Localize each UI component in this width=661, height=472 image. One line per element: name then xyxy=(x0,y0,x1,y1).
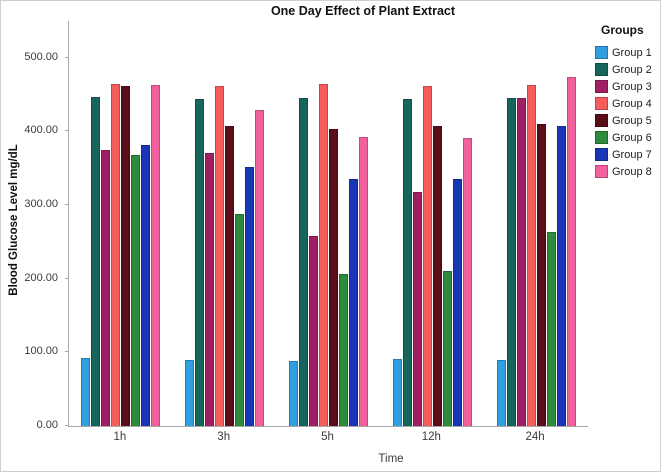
y-tick-mark xyxy=(65,130,68,132)
bar-group-4-1h xyxy=(111,83,121,426)
y-tick-label: 400.00 xyxy=(24,124,58,137)
bar-group-8-5h xyxy=(358,136,368,426)
bar-group-4-3h xyxy=(215,85,225,426)
x-tick-label-12h: 12h xyxy=(421,431,441,443)
legend-swatch xyxy=(595,114,608,127)
legend-item-group-2: Group 2 xyxy=(595,61,659,78)
bar-group-2-24h xyxy=(506,98,516,426)
bar-group-7-24h xyxy=(556,125,566,426)
bar-group-2-12h xyxy=(402,99,412,426)
bar-group-7-1h xyxy=(141,145,151,426)
bar-group-7-12h xyxy=(452,178,462,426)
category-group-12h xyxy=(380,21,484,426)
bar-group-5-3h xyxy=(225,126,235,426)
bar-group-1-5h xyxy=(288,361,298,426)
legend-label: Group 3 xyxy=(612,80,652,93)
legend: Groups Group 1 Group 2 Group 3 Group 4 Group… xyxy=(595,23,659,180)
bar-group-6-12h xyxy=(442,270,452,426)
y-tick-mark xyxy=(65,277,68,279)
legend-title: Groups xyxy=(601,23,644,37)
category-group-5h xyxy=(277,21,381,426)
bar-group-6-5h xyxy=(338,273,348,426)
bar-group-3-1h xyxy=(101,149,111,426)
legend-swatch xyxy=(595,46,608,59)
legend-label: Group 2 xyxy=(612,63,652,76)
legend-label: Group 6 xyxy=(612,131,652,144)
category-group-24h xyxy=(484,21,588,426)
y-tick-label: 0.00 xyxy=(36,419,58,431)
x-tick-label-3h: 3h xyxy=(217,431,231,443)
bar-group-1-12h xyxy=(392,359,402,426)
y-tick-mark xyxy=(65,351,68,353)
legend-item-group-4: Group 4 xyxy=(595,95,659,112)
bar-group-8-1h xyxy=(151,85,161,426)
bar-group-5-24h xyxy=(536,124,546,426)
bar-group-6-1h xyxy=(131,155,141,426)
legend-swatch xyxy=(595,80,608,93)
chart-title: One Day Effect of Plant Extract xyxy=(270,4,456,18)
y-tick-mark xyxy=(65,425,68,426)
bar-group-3-3h xyxy=(205,152,215,426)
plot-area xyxy=(68,21,588,427)
legend-item-group-3: Group 3 xyxy=(595,78,659,95)
legend-item-group-7: Group 7 xyxy=(595,146,659,163)
x-tick-label-5h: 5h xyxy=(321,431,334,443)
y-tick-label: 100.00 xyxy=(24,345,58,358)
legend-swatch xyxy=(595,148,608,161)
y-tick-mark xyxy=(65,204,68,206)
legend-item-group-5: Group 5 xyxy=(595,112,659,129)
bar-group-2-5h xyxy=(298,97,308,426)
bar-group-3-5h xyxy=(308,236,318,426)
bar-group-3-12h xyxy=(412,191,422,426)
bar-group-5-5h xyxy=(328,128,338,426)
bar-group-7-5h xyxy=(348,178,358,426)
bar-group-6-24h xyxy=(546,232,556,426)
legend-swatch xyxy=(595,97,608,110)
bar-group-4-12h xyxy=(422,85,432,426)
bar-group-8-3h xyxy=(255,110,265,426)
bar-group-4-24h xyxy=(526,85,536,426)
bar-group-3-24h xyxy=(516,97,526,426)
legend-label: Group 7 xyxy=(612,148,652,161)
bar-group-8-24h xyxy=(566,76,576,426)
bar-group-5-1h xyxy=(121,85,131,426)
y-tick-label: 300.00 xyxy=(24,198,58,211)
y-tick-label: 200.00 xyxy=(24,271,58,284)
legend-items: Group 1 Group 2 Group 3 Group 4 Group 5 Group… xyxy=(595,44,659,180)
legend-item-group-8: Group 8 xyxy=(595,163,659,180)
legend-item-group-6: Group 6 xyxy=(595,129,659,146)
legend-label: Group 4 xyxy=(612,97,652,110)
bar-group-1-3h xyxy=(185,359,195,426)
category-group-1h xyxy=(69,21,173,426)
x-axis-title: Time xyxy=(378,453,404,465)
x-axis-tick-labels: 1h 3h 5h 12h 24h xyxy=(68,431,587,443)
bar-group-2-3h xyxy=(195,99,205,426)
bar-group-7-3h xyxy=(245,166,255,426)
legend-label: Group 1 xyxy=(612,46,652,59)
bar-group-1-1h xyxy=(81,357,91,426)
legend-swatch xyxy=(595,63,608,76)
x-tick-label-1h: 1h xyxy=(113,431,127,443)
bar-group-4-5h xyxy=(318,84,328,426)
y-tick-label: 500.00 xyxy=(24,50,58,63)
legend-swatch xyxy=(595,131,608,144)
y-axis-ticks: 0.00 100.00 200.00 300.00 400.00 500.00 xyxy=(1,21,68,431)
category-group-3h xyxy=(173,21,277,426)
bar-group-2-1h xyxy=(91,96,101,426)
y-tick-mark xyxy=(65,56,68,58)
legend-swatch xyxy=(595,165,608,178)
x-tick-label-24h: 24h xyxy=(525,431,545,443)
legend-item-group-1: Group 1 xyxy=(595,44,659,61)
bar-group-1-24h xyxy=(496,359,506,426)
bar-group-5-12h xyxy=(432,125,442,426)
legend-label: Group 5 xyxy=(612,114,652,127)
bar-group-6-3h xyxy=(235,213,245,426)
legend-label: Group 8 xyxy=(612,165,652,178)
bar-group-8-12h xyxy=(462,138,472,426)
